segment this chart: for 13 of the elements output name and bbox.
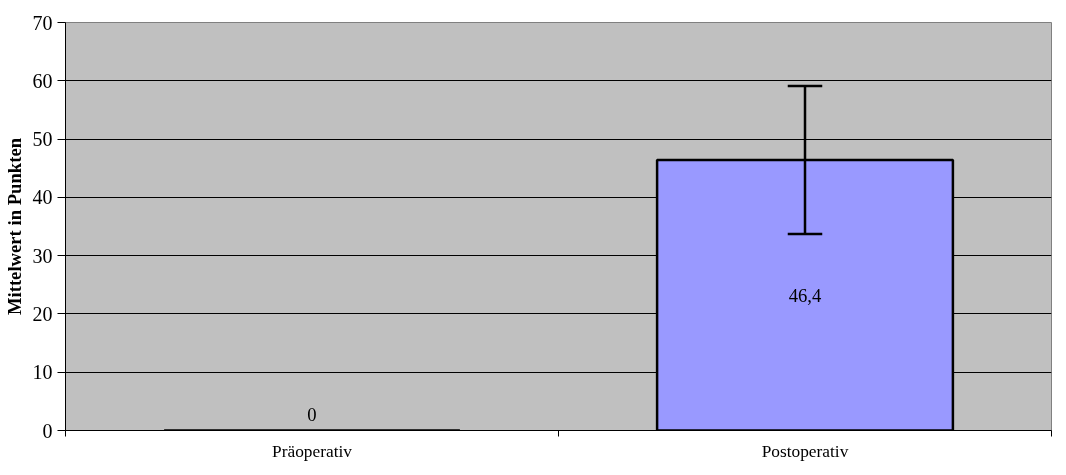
data-label: 46,4 [788, 284, 822, 306]
data-label: 0 [307, 403, 317, 425]
y-tick-label: 70 [32, 11, 53, 34]
y-tick-label: 60 [32, 69, 53, 92]
y-tick-label: 40 [32, 186, 53, 209]
y-tick-label: 50 [32, 128, 53, 151]
y-tick-label: 10 [32, 361, 53, 384]
y-tick-label: 20 [32, 302, 53, 325]
x-tick-label: Präoperativ [272, 441, 353, 461]
y-tick-label: 0 [42, 419, 53, 442]
x-tick-label: Postoperativ [761, 441, 849, 461]
y-axis-title: Mittelwert in Punkten [3, 137, 25, 316]
y-tick-label: 30 [32, 244, 53, 267]
